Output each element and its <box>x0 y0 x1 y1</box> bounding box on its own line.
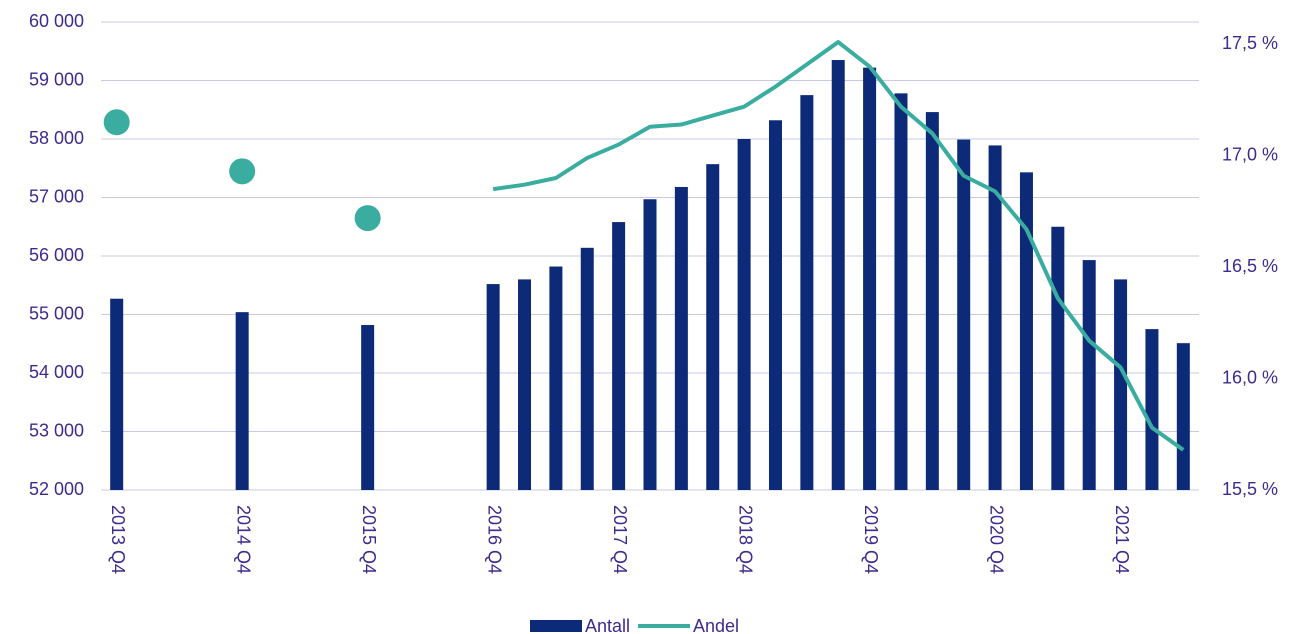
y-tick-label: 54 000 <box>29 362 84 382</box>
bar <box>1082 260 1096 490</box>
legend-swatch <box>530 620 582 632</box>
legend-label: Andel <box>693 616 739 634</box>
x-tick-label: 2017 Q4 <box>610 505 630 574</box>
legend-label: Antall <box>585 616 630 634</box>
bar <box>612 222 626 490</box>
x-tick-label: 2019 Q4 <box>861 505 881 574</box>
x-tick-label: 2014 Q4 <box>233 505 253 574</box>
bar <box>235 312 249 490</box>
y-tick-label: 52 000 <box>29 479 84 499</box>
bar <box>486 284 500 490</box>
y-tick-label: 53 000 <box>29 420 84 440</box>
y-tick-label: 57 000 <box>29 186 84 206</box>
line-point <box>229 158 256 185</box>
y-tick-label: 59 000 <box>29 69 84 89</box>
y-tick-label: 56 000 <box>29 245 84 265</box>
line <box>492 40 1185 452</box>
bar <box>1019 172 1033 490</box>
x-tick-label: 2018 Q4 <box>735 505 755 574</box>
y2-tick-label: 15,5 % <box>1222 479 1278 499</box>
y-tick-label: 55 000 <box>29 303 84 323</box>
y-tick-label: 60 000 <box>29 11 84 31</box>
bar <box>768 120 782 490</box>
bar <box>737 139 751 490</box>
bar <box>1051 226 1065 490</box>
y2-tick-label: 16,0 % <box>1222 367 1278 387</box>
bar <box>988 145 1002 490</box>
bar <box>863 67 877 490</box>
line-point <box>103 109 130 136</box>
x-tick-label: 2013 Q4 <box>108 505 128 574</box>
bar <box>674 186 688 490</box>
bar <box>110 298 124 490</box>
bar <box>361 325 375 490</box>
y2-tick-label: 16,5 % <box>1222 256 1278 276</box>
y2-tick-label: 17,5 % <box>1222 33 1278 53</box>
bar <box>957 139 971 490</box>
bar <box>1176 343 1190 490</box>
x-tick-label: 2016 Q4 <box>484 505 504 574</box>
bar <box>1114 279 1128 490</box>
x-tick-label: 2020 Q4 <box>986 505 1006 574</box>
x-tick-label: 2015 Q4 <box>359 505 379 574</box>
bar <box>706 164 720 490</box>
x-tick-label: 2021 Q4 <box>1112 505 1132 574</box>
bar <box>1145 329 1159 490</box>
bar <box>925 112 939 490</box>
bar <box>831 60 845 491</box>
bar <box>894 93 908 491</box>
bar <box>800 95 814 490</box>
bar <box>518 279 532 490</box>
bar <box>580 247 594 490</box>
y-tick-label: 58 000 <box>29 128 84 148</box>
y2-tick-label: 17,0 % <box>1222 144 1278 164</box>
bar <box>643 199 657 490</box>
bar <box>549 266 563 490</box>
line-point <box>354 205 381 232</box>
